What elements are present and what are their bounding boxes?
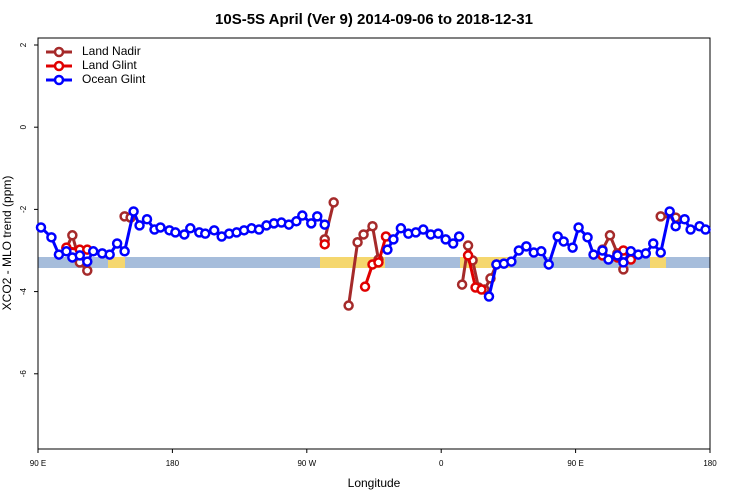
x-tick-label: 90 E bbox=[30, 459, 46, 468]
data-point bbox=[476, 284, 487, 295]
data-point bbox=[359, 281, 371, 292]
data-point bbox=[506, 256, 517, 267]
data-point bbox=[521, 241, 532, 252]
data-point bbox=[440, 234, 451, 245]
y-tick-label: -6 bbox=[19, 370, 28, 378]
data-point bbox=[343, 300, 354, 311]
data-point bbox=[640, 248, 652, 259]
legend-label: Land Glint bbox=[82, 58, 137, 72]
data-point bbox=[567, 242, 578, 253]
land-band bbox=[650, 257, 666, 268]
data-point bbox=[453, 231, 465, 242]
data-point bbox=[319, 219, 330, 230]
legend-marker bbox=[53, 60, 65, 72]
data-point bbox=[558, 236, 569, 247]
data-point bbox=[111, 238, 123, 249]
x-tick-label: 180 bbox=[703, 459, 717, 468]
data-point bbox=[388, 234, 399, 245]
data-point bbox=[588, 249, 599, 260]
legend-marker bbox=[53, 74, 65, 86]
x-tick-label: 90 E bbox=[567, 459, 583, 468]
data-point bbox=[170, 227, 181, 238]
data-point bbox=[253, 224, 265, 235]
data-point bbox=[328, 197, 339, 208]
data-point bbox=[104, 249, 115, 260]
data-point bbox=[679, 214, 690, 225]
data-point bbox=[462, 250, 474, 261]
data-point bbox=[418, 224, 429, 235]
data-point bbox=[685, 224, 696, 235]
data-point bbox=[432, 228, 444, 239]
data-point bbox=[200, 228, 211, 239]
data-point bbox=[88, 246, 99, 257]
data-point bbox=[141, 214, 153, 225]
chart-title: 10S-5S April (Ver 9) 2014-09-06 to 2018-… bbox=[215, 11, 533, 28]
data-point bbox=[74, 250, 86, 261]
data-point bbox=[134, 220, 145, 231]
data-point bbox=[373, 257, 384, 268]
legend-marker bbox=[53, 46, 65, 58]
data-point bbox=[367, 220, 378, 232]
data-point bbox=[35, 222, 47, 233]
x-tick-label: 90 W bbox=[297, 459, 316, 468]
x-tick-label: 180 bbox=[166, 459, 180, 468]
land-band bbox=[460, 257, 510, 268]
data-point bbox=[67, 230, 78, 241]
data-point bbox=[312, 211, 323, 222]
data-point bbox=[513, 245, 525, 256]
x-tick-label: 0 bbox=[439, 459, 444, 468]
y-axis-label: XCO2 - MLO trend (ppm) bbox=[0, 176, 14, 311]
data-point bbox=[128, 206, 139, 217]
data-point bbox=[582, 232, 593, 243]
data-point bbox=[82, 265, 93, 276]
data-point bbox=[119, 246, 130, 257]
data-point bbox=[155, 222, 166, 233]
x-axis-label: Longitude bbox=[348, 476, 401, 490]
data-point bbox=[655, 211, 666, 222]
y-tick-label: 0 bbox=[19, 124, 28, 129]
land-band bbox=[320, 257, 385, 268]
data-point bbox=[612, 250, 623, 261]
data-point bbox=[61, 246, 72, 257]
data-point bbox=[447, 238, 459, 249]
y-tick-label: -2 bbox=[19, 205, 28, 213]
data-point bbox=[208, 225, 220, 236]
data-point bbox=[618, 257, 629, 268]
data-point bbox=[664, 206, 675, 217]
data-point bbox=[604, 230, 616, 241]
data-point bbox=[456, 279, 468, 290]
data-point bbox=[46, 232, 57, 243]
land-band bbox=[108, 257, 125, 268]
data-point bbox=[82, 256, 93, 267]
data-point bbox=[700, 224, 711, 235]
data-point bbox=[483, 291, 495, 302]
data-point bbox=[655, 247, 666, 258]
data-point bbox=[382, 244, 393, 255]
data-point bbox=[543, 259, 554, 270]
data-point bbox=[297, 210, 308, 221]
data-point bbox=[179, 229, 190, 240]
data-point bbox=[573, 222, 584, 233]
data-point bbox=[291, 216, 302, 227]
data-point bbox=[603, 254, 614, 265]
data-point bbox=[185, 223, 196, 234]
plot-frame bbox=[37, 37, 711, 450]
data-point bbox=[306, 218, 317, 229]
data-point bbox=[536, 246, 547, 257]
data-point bbox=[462, 240, 474, 251]
data-point bbox=[597, 245, 608, 256]
data-point bbox=[670, 220, 681, 232]
data-point bbox=[358, 229, 369, 240]
data-point bbox=[648, 238, 659, 249]
y-tick-label: 2 bbox=[19, 42, 28, 47]
legend-label: Ocean Glint bbox=[82, 72, 146, 86]
data-point bbox=[395, 223, 407, 234]
data-point bbox=[319, 239, 330, 250]
data-point bbox=[352, 237, 363, 248]
legend-label: Land Nadir bbox=[82, 44, 141, 58]
y-tick-label: -4 bbox=[19, 287, 28, 295]
